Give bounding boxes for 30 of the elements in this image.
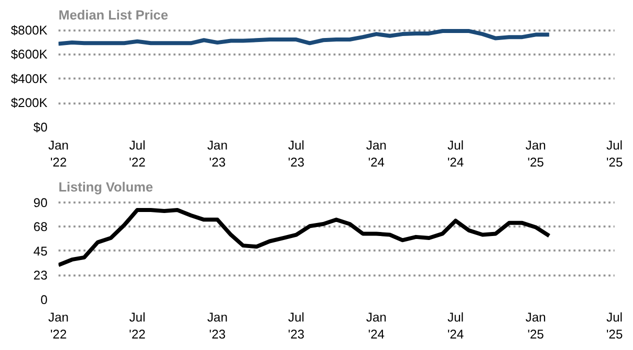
line-series bbox=[58, 208, 552, 267]
y-tick-label: 0 bbox=[40, 293, 48, 307]
x-tick-label: Jul '25 bbox=[606, 138, 623, 170]
x-tick-label: Jan '23 bbox=[207, 138, 228, 170]
x-tick-label: Jul '25 bbox=[606, 310, 623, 342]
y-tick-label: 45 bbox=[33, 244, 48, 258]
line-series bbox=[58, 29, 552, 46]
x-tick-label: Jan '22 bbox=[48, 310, 69, 342]
x-tick-label: Jul '22 bbox=[129, 138, 146, 170]
x-tick-label: Jan '25 bbox=[525, 310, 546, 342]
chart-title: Listing Volume bbox=[58, 180, 154, 194]
x-tick-label: Jan '24 bbox=[366, 310, 387, 342]
y-tick-label: $600K bbox=[10, 48, 48, 62]
y-tick-label: $200K bbox=[10, 96, 48, 110]
x-tick-label: Jul '23 bbox=[288, 310, 304, 342]
x-tick-label: Jul '24 bbox=[447, 310, 464, 342]
y-tick-label: 68 bbox=[33, 220, 48, 234]
x-tick-label: Jan '23 bbox=[207, 310, 228, 342]
chart-title: Median List Price bbox=[58, 8, 168, 22]
y-tick-label: 23 bbox=[33, 268, 48, 283]
x-tick-label: Jan '24 bbox=[366, 138, 387, 170]
x-tick-label: Jul '23 bbox=[288, 138, 304, 170]
y-tick-label: $0 bbox=[33, 120, 48, 134]
y-tick-label: 90 bbox=[33, 196, 48, 210]
x-tick-label: Jan '22 bbox=[48, 138, 69, 170]
y-tick-label: $400K bbox=[10, 72, 48, 86]
x-tick-label: Jul '22 bbox=[129, 310, 146, 342]
x-tick-label: Jan '25 bbox=[525, 138, 546, 170]
y-tick-label: $800K bbox=[10, 23, 48, 38]
x-tick-label: Jul '24 bbox=[447, 138, 464, 170]
